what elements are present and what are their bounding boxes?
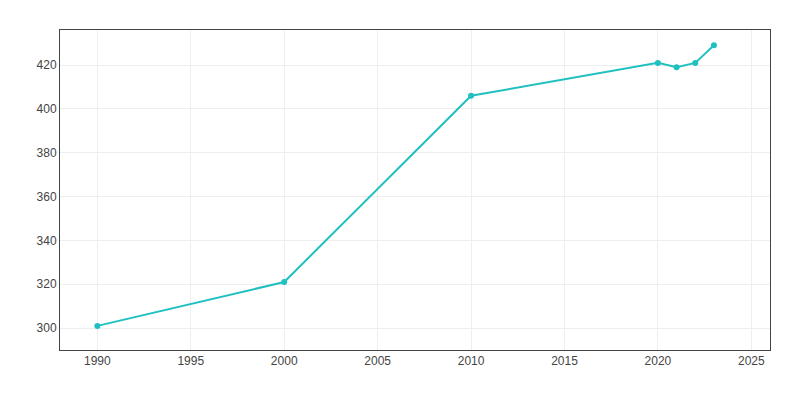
svg-text:2000: 2000 bbox=[271, 354, 298, 368]
svg-text:1995: 1995 bbox=[177, 354, 204, 368]
svg-text:400: 400 bbox=[37, 102, 57, 116]
svg-text:300: 300 bbox=[37, 321, 57, 335]
svg-text:2010: 2010 bbox=[458, 354, 485, 368]
svg-text:340: 340 bbox=[37, 234, 57, 248]
svg-text:420: 420 bbox=[37, 58, 57, 72]
svg-text:1990: 1990 bbox=[84, 354, 111, 368]
svg-text:2015: 2015 bbox=[551, 354, 578, 368]
svg-text:380: 380 bbox=[37, 146, 57, 160]
svg-text:360: 360 bbox=[37, 190, 57, 204]
svg-text:320: 320 bbox=[37, 277, 57, 291]
svg-text:2020: 2020 bbox=[645, 354, 672, 368]
svg-text:2005: 2005 bbox=[364, 354, 391, 368]
svg-text:2025: 2025 bbox=[738, 354, 765, 368]
